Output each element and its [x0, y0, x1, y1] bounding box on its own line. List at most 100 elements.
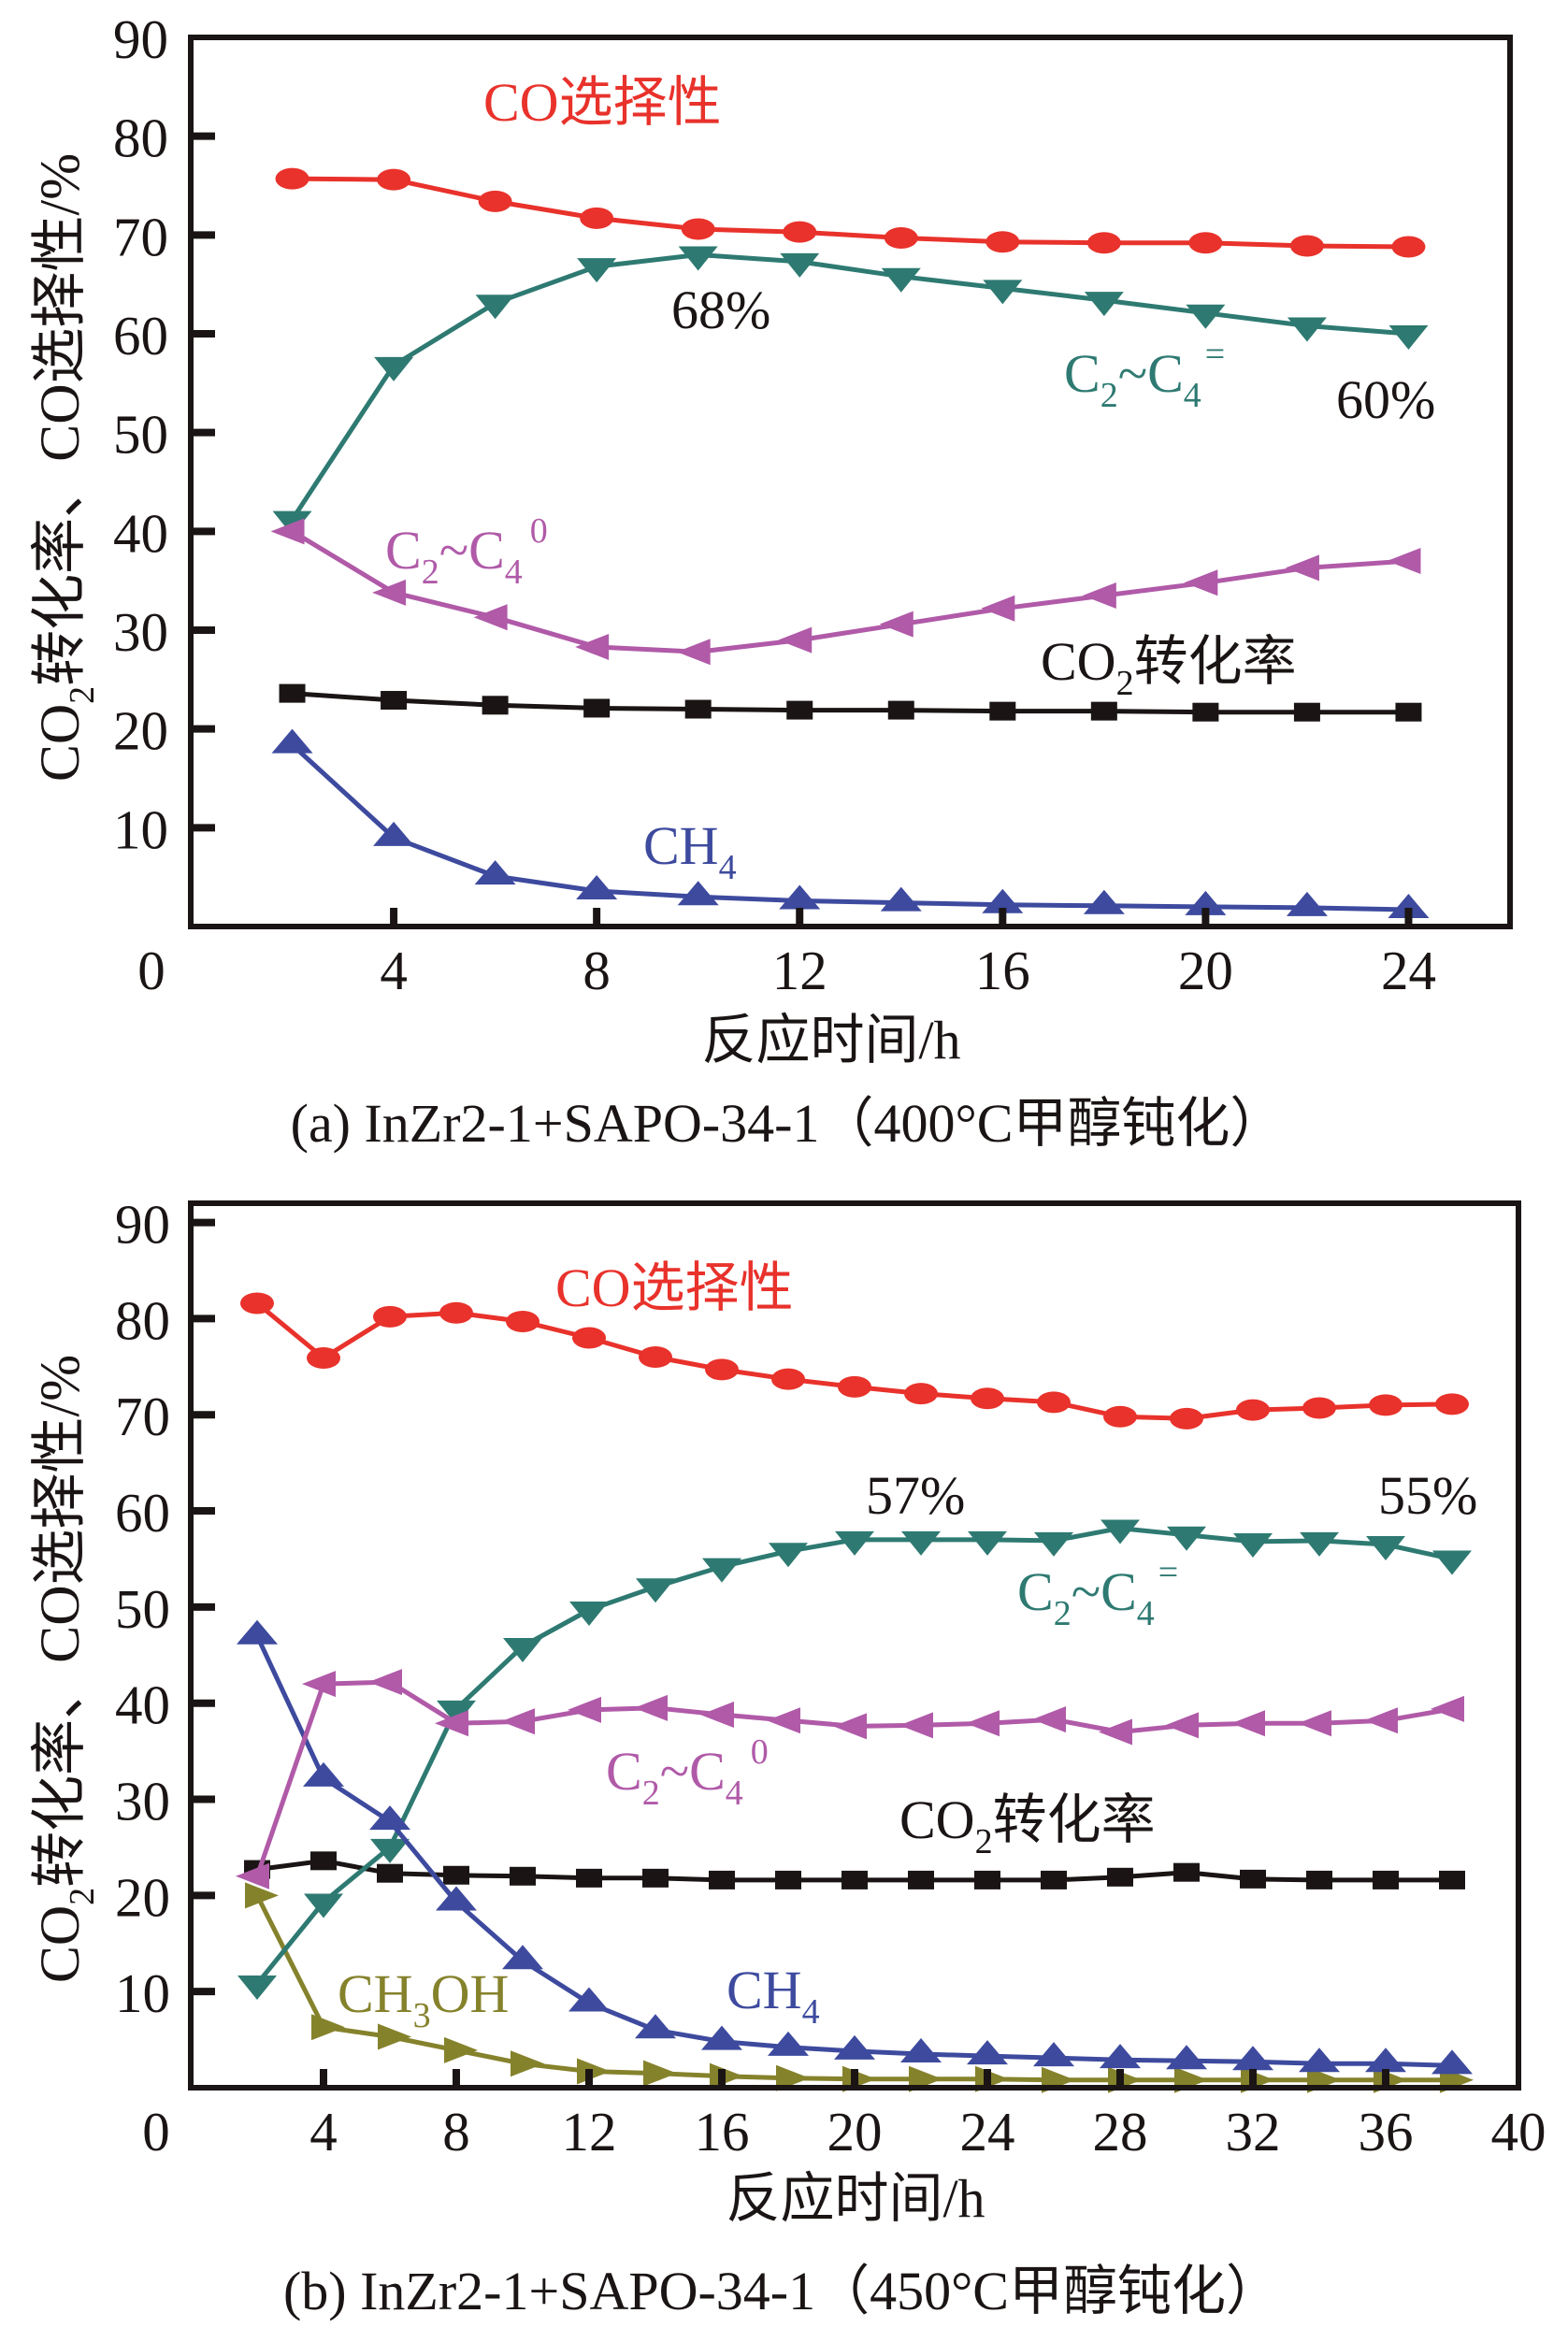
origin-label: 0 — [142, 2101, 170, 2162]
c2c4-olefin-marker — [437, 1700, 476, 1725]
co2-conversion-marker — [377, 1863, 403, 1883]
x-axis-title: 反应时间/h — [701, 1010, 960, 1070]
c2c4-olefin-marker — [835, 1530, 874, 1556]
co-selectivity-marker — [580, 207, 614, 229]
co2-conversion-marker — [786, 700, 813, 720]
ch4-marker — [1388, 894, 1430, 919]
co2-conversion-marker — [482, 696, 509, 715]
series-c2c4-paraffin — [236, 1669, 1464, 1889]
label-part: ~C — [1072, 1561, 1137, 1622]
c2c4-olefin-marker — [1432, 1550, 1472, 1575]
y-axis-title: CO2转化率、CO选择性/% — [29, 153, 102, 782]
ch4-marker — [1100, 2044, 1141, 2069]
c2c4-paraffin-marker — [833, 1713, 867, 1740]
c2c4-paraffin-marker — [778, 626, 813, 654]
ch4-marker — [635, 2014, 676, 2039]
c2c4-olefin-marker — [702, 1558, 741, 1583]
c2c4-olefin-marker — [1366, 1536, 1405, 1561]
label-subscript: 4 — [726, 1774, 743, 1813]
c2c4-paraffin-line — [291, 529, 1409, 654]
co2-conversion-marker — [1306, 1870, 1332, 1889]
ch4-marker — [237, 1619, 278, 1645]
label-subscript: 2 — [422, 553, 439, 592]
c2c4-olefin-marker — [1300, 1531, 1339, 1557]
c2c4-paraffin-marker — [966, 1710, 1000, 1737]
ch4-marker — [1431, 2049, 1473, 2075]
label-subscript: 4 — [505, 553, 523, 592]
ch4-marker — [1033, 2042, 1074, 2067]
co-selectivity-marker — [1435, 1393, 1469, 1415]
panel-caption: (a) InZr2-1+SAPO-34-1（400°C甲醇钝化） — [291, 1093, 1285, 1154]
ch4-marker — [834, 2034, 875, 2060]
co-selectivity-marker — [1302, 1397, 1336, 1419]
c2c4-olefin-marker — [901, 1530, 941, 1556]
series-label-co-selectivity: CO选择性 — [483, 72, 722, 133]
c2c4-paraffin-marker — [236, 1862, 269, 1889]
co-selectivity-marker — [1170, 1407, 1203, 1430]
c2c4-paraffin-marker — [879, 611, 913, 638]
c2c4-olefin-marker — [678, 246, 718, 271]
annotation-end-olefin: 55% — [1378, 1465, 1477, 1526]
series-label-c2c4-paraffin: C2~C40 — [606, 1732, 769, 1813]
c2c4-paraffin-marker — [1165, 1712, 1199, 1739]
c2c4-olefin-marker — [1287, 317, 1327, 342]
series-layer — [236, 1292, 1474, 2093]
ch4-marker — [900, 2038, 942, 2063]
co2-conversion-marker — [684, 699, 712, 719]
label-part: C — [1017, 1561, 1054, 1622]
co2-conversion-marker — [989, 701, 1016, 721]
y-tick-label: 30 — [115, 1771, 170, 1832]
co2-conversion-marker — [908, 1870, 934, 1889]
co-selectivity-marker — [439, 1301, 473, 1324]
ch4-marker — [1166, 2045, 1207, 2070]
ch3oh-marker — [776, 2064, 810, 2091]
origin-label: 0 — [137, 940, 165, 1001]
c2c4-olefin-line — [255, 1526, 1453, 1986]
y-tick-label: 60 — [115, 1482, 170, 1544]
ch3oh-marker — [311, 2014, 345, 2041]
c2c4-paraffin-line — [254, 1679, 1453, 1877]
x-tick-label: 40 — [1491, 2101, 1546, 2162]
co-selectivity-marker — [783, 221, 817, 243]
co2-conversion-marker — [443, 1865, 469, 1885]
y-tick-label: 70 — [115, 1386, 170, 1447]
series-label-co-selectivity: CO选择性 — [555, 1257, 794, 1318]
co2-conversion-marker — [510, 1866, 536, 1886]
co-selectivity-marker — [275, 167, 309, 190]
plot-frame — [188, 35, 1513, 929]
co2-conversion-marker — [1107, 1867, 1133, 1887]
series-label-c2c4-olefin: C2~C4= — [1017, 1553, 1178, 1633]
panel-caption: (b) InZr2-1+SAPO-34-1（450°C甲醇钝化） — [283, 2261, 1280, 2321]
co2-conversion-marker — [1293, 702, 1320, 722]
c2c4-paraffin-marker — [1184, 569, 1218, 596]
y-tick-label: 30 — [113, 601, 168, 663]
co-selectivity-marker — [478, 190, 512, 212]
x-tick-label: 20 — [827, 2101, 883, 2162]
c2c4-paraffin-marker — [435, 1710, 468, 1737]
series-layer — [270, 167, 1430, 919]
ch4-marker — [677, 881, 719, 906]
co2-conversion-marker — [887, 700, 914, 720]
label-part: C — [606, 1741, 642, 1802]
x-tick-label: 16 — [695, 2101, 750, 2162]
label-subscript: 4 — [1184, 376, 1201, 415]
series-ch4 — [271, 728, 1430, 919]
co2-conversion-marker — [1439, 1870, 1465, 1889]
x-tick-label: 8 — [583, 940, 611, 1001]
co2-conversion-marker — [1090, 701, 1117, 721]
ch4-marker — [502, 1945, 543, 1970]
co-selectivity-marker — [377, 168, 411, 191]
ch4-marker — [369, 1805, 410, 1831]
co2-conversion-marker — [1041, 1870, 1067, 1889]
co2-conversion-marker — [583, 698, 611, 718]
series-label-c2c4-paraffin: C2~C40 — [385, 511, 548, 592]
co2-conversion-marker — [1395, 702, 1422, 722]
y-tick-label: 80 — [113, 108, 168, 169]
c2c4-olefin-marker — [881, 267, 921, 293]
x-tick-label: 16 — [975, 940, 1030, 1001]
ch4-marker — [779, 884, 821, 910]
co2-conversion-marker — [1192, 702, 1219, 722]
